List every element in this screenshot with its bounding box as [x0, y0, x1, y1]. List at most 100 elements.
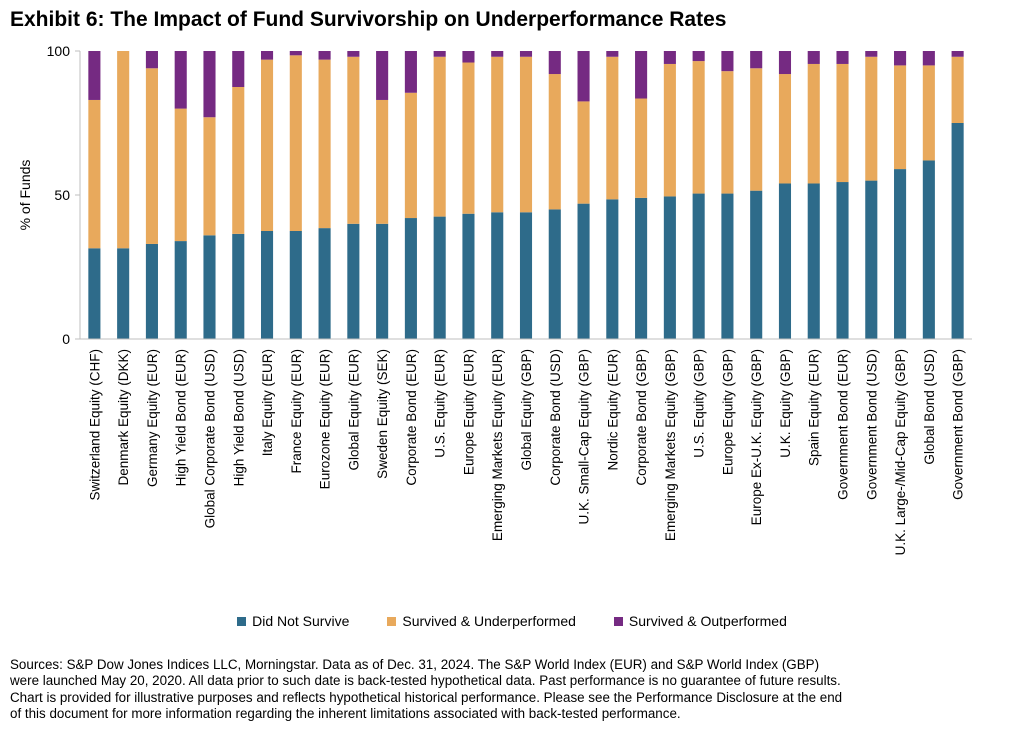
bar-segment-survived-underperformed	[548, 74, 561, 210]
x-tick-label: Global Equity (GBP)	[519, 349, 534, 471]
axes-group: 0 50 100 % of Funds	[17, 43, 972, 347]
legend-label-survived-outperformed: Survived & Outperformed	[628, 613, 787, 629]
bar-segment-did-not-survive	[174, 241, 187, 339]
bar-segment-survived-outperformed	[836, 51, 849, 64]
x-tick-label: Sweden Equity (SEK)	[375, 349, 390, 479]
bar-segment-did-not-survive	[519, 212, 533, 339]
bar-segment-survived-outperformed	[260, 51, 274, 60]
bar-segment-did-not-survive	[404, 218, 417, 339]
bar-segment-survived-underperformed	[145, 68, 158, 244]
legend: Did Not Survive Survived & Underperforme…	[0, 613, 1024, 629]
y-tick-label: 100	[47, 43, 71, 59]
bar-segment-survived-underperformed	[232, 87, 245, 234]
x-tick-label: Government Bond (USD)	[864, 349, 879, 500]
chart-title: Exhibit 6: The Impact of Fund Survivorsh…	[10, 8, 727, 31]
bar-segment-did-not-survive	[548, 209, 561, 339]
bar-segment-did-not-survive	[203, 235, 216, 339]
x-tick-label: U.S. Equity (GBP)	[692, 349, 707, 458]
bar-segment-survived-outperformed	[807, 51, 820, 64]
bar-segment-survived-outperformed	[951, 51, 964, 57]
x-tick-label: Emerging Markets Equity (GBP)	[663, 349, 678, 541]
bar-segment-survived-outperformed	[174, 51, 187, 109]
bar-segment-survived-outperformed	[922, 51, 935, 66]
bar-segment-survived-outperformed	[491, 51, 504, 57]
x-tick-label: Global Bond (USD)	[922, 349, 937, 465]
bar-segment-survived-underperformed	[778, 74, 792, 184]
bar-segment-survived-underperformed	[807, 63, 820, 184]
bar-segment-survived-underperformed	[376, 99, 389, 224]
bar-segment-did-not-survive	[894, 169, 907, 339]
bar-segment-did-not-survive	[491, 212, 504, 339]
bar-segment-survived-outperformed	[404, 51, 417, 93]
legend-label-survived-underperformed: Survived & Underperformed	[402, 613, 576, 629]
bar-segment-survived-outperformed	[376, 51, 389, 100]
bar-segment-survived-underperformed	[922, 65, 935, 161]
bar-segment-survived-outperformed	[606, 51, 619, 57]
bar-segment-survived-underperformed	[692, 61, 705, 194]
bar-segment-did-not-survive	[376, 223, 389, 339]
x-tick-label: High Yield Bond (USD)	[231, 349, 246, 486]
bars-group	[88, 51, 964, 339]
x-tick-label: Nordic Equity (EUR)	[605, 349, 620, 471]
x-tick-label: Government Bond (EUR)	[836, 349, 851, 500]
legend-item-did-not-survive: Did Not Survive	[237, 613, 349, 629]
bar-segment-survived-outperformed	[721, 51, 734, 72]
bar-segment-did-not-survive	[663, 196, 676, 339]
x-tick-label: Global Corporate Bond (USD)	[202, 349, 217, 528]
bar-segment-did-not-survive	[922, 160, 935, 339]
bar-segment-survived-outperformed	[433, 51, 446, 57]
x-tick-label: Corporate Bond (USD)	[548, 349, 563, 486]
bar-segment-did-not-survive	[721, 193, 734, 339]
x-tick-label: Corporate Bond (EUR)	[404, 349, 419, 486]
x-tick-label: Corporate Bond (GBP)	[634, 349, 649, 486]
x-tick-label: U.K. Small-Cap Equity (GBP)	[577, 349, 592, 525]
x-tick-label: France Equity (EUR)	[289, 349, 304, 474]
x-tick-label: Switzerland Equity (CHF)	[87, 349, 102, 501]
bar-segment-survived-underperformed	[721, 71, 734, 194]
x-tick-label: Emerging Markets Equity (EUR)	[490, 349, 505, 541]
bar-segment-survived-underperformed	[404, 92, 417, 219]
bar-segment-survived-underperformed	[836, 63, 849, 183]
bar-segment-did-not-survive	[433, 216, 446, 339]
bar-segment-did-not-survive	[88, 248, 101, 339]
x-tick-label: Spain Equity (EUR)	[807, 349, 822, 466]
bar-segment-survived-underperformed	[117, 51, 130, 249]
x-tick-label: U.K. Large-/Mid-Cap Equity (GBP)	[893, 349, 908, 555]
bar-segment-survived-underperformed	[750, 68, 763, 191]
bar-segment-survived-outperformed	[577, 51, 590, 102]
legend-swatch-survived-underperformed	[387, 616, 397, 626]
x-tick-label: Global Equity (EUR)	[346, 349, 361, 471]
x-tick-label: Germany Equity (EUR)	[145, 349, 160, 487]
bar-segment-did-not-survive	[750, 190, 763, 339]
legend-label-did-not-survive: Did Not Survive	[252, 613, 350, 629]
bar-segment-did-not-survive	[807, 183, 820, 339]
x-tick-label: Europe Equity (EUR)	[461, 349, 476, 475]
bar-segment-survived-outperformed	[548, 51, 561, 75]
bar-segment-survived-outperformed	[894, 51, 907, 66]
bar-segment-did-not-survive	[145, 243, 158, 339]
bar-segment-survived-outperformed	[692, 51, 705, 62]
bar-segment-survived-outperformed	[865, 51, 878, 57]
y-tick-label: 50	[54, 187, 70, 203]
bar-segment-did-not-survive	[318, 228, 331, 339]
x-tick-label: High Yield Bond (EUR)	[174, 349, 189, 486]
bar-segment-survived-outperformed	[635, 51, 648, 99]
stacked-bar-chart: 0 50 100 % of Funds Switzerland Equity (CHF…	[17, 43, 972, 555]
bar-segment-survived-underperformed	[491, 56, 504, 213]
bar-segment-did-not-survive	[606, 199, 619, 339]
x-tick-label: Europe Equity (GBP)	[720, 349, 735, 475]
x-tick-label: Denmark Equity (DKK)	[116, 349, 131, 486]
bar-segment-survived-underperformed	[635, 98, 648, 198]
bar-segment-did-not-survive	[865, 180, 878, 339]
bar-segment-survived-underperformed	[519, 56, 533, 213]
bar-segment-did-not-survive	[635, 197, 648, 339]
x-tick-label: Europe Ex-U.K. Equity (GBP)	[749, 349, 764, 525]
bar-segment-did-not-survive	[117, 248, 130, 339]
bar-segment-survived-underperformed	[577, 101, 590, 204]
x-tick-label: U.S. Equity (EUR)	[433, 349, 448, 458]
bar-segment-survived-outperformed	[289, 51, 302, 56]
bar-segment-survived-outperformed	[318, 51, 331, 60]
bar-segment-survived-outperformed	[519, 51, 533, 57]
x-tick-label: Government Bond (GBP)	[951, 349, 966, 500]
bar-segment-survived-underperformed	[894, 65, 907, 170]
